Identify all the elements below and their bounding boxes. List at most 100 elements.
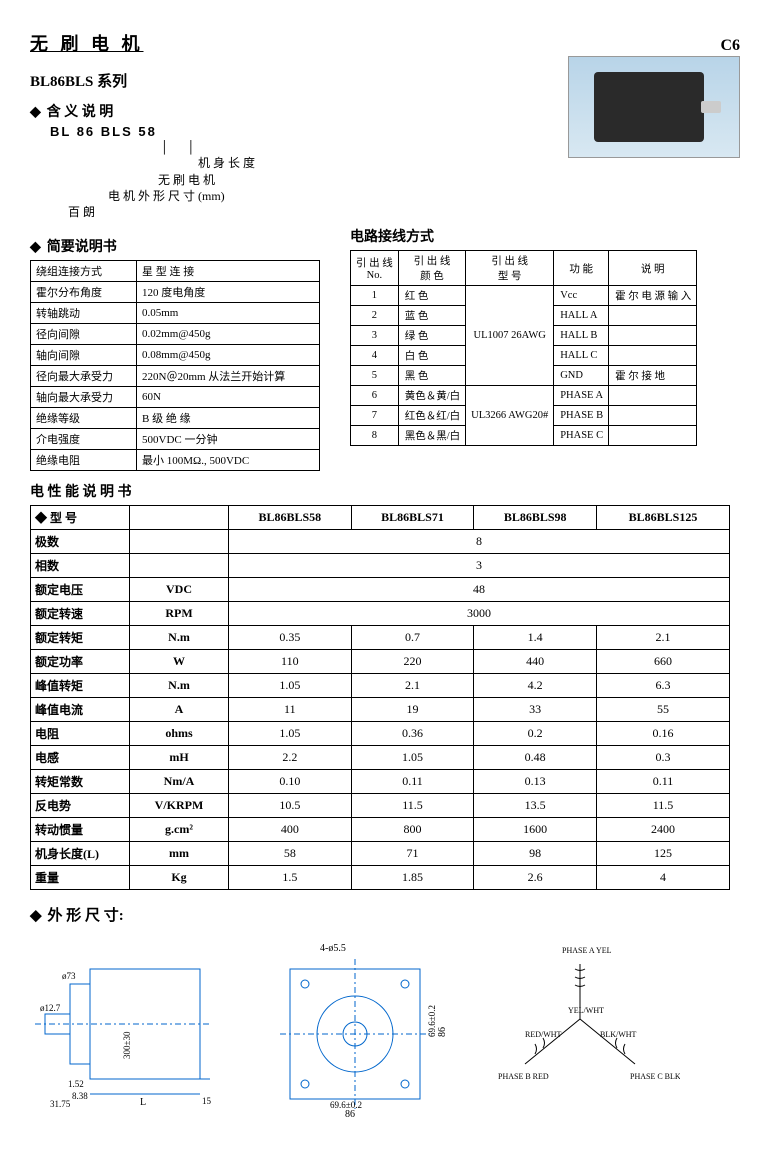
perf-val: 33	[474, 698, 597, 722]
perf-val: 0.2	[474, 722, 597, 746]
wiring-table: 引 出 线 No.引 出 线 颜 色引 出 线 型 号功 能说 明1红 色UL1…	[350, 250, 697, 446]
perf-unit: N.m	[130, 674, 229, 698]
dimension-drawings: ø12.7 ø73 1.52 8.38 31.75 L 15 300±30 4-…	[30, 939, 740, 1119]
brief-key: 绝缘等级	[31, 408, 137, 429]
perf-label: 峰值转矩	[31, 674, 130, 698]
perf-val: 0.35	[229, 626, 352, 650]
perf-val: 2.1	[597, 626, 730, 650]
brief-heading: 简要说明书	[30, 236, 320, 256]
brief-table: 绕组连接方式星 型 连 接霍尔分布角度120 度电角度转轴跳动0.05mm径向间…	[30, 260, 320, 471]
wire-color: 黄色＆黄/白	[398, 386, 465, 406]
perf-unit: V/KRPM	[130, 794, 229, 818]
perf-table: ◆ 型 号BL86BLS58BL86BLS71BL86BLS98BL86BLS1…	[30, 505, 730, 890]
model-label: ◆ 型 号	[31, 506, 130, 530]
svg-text:69.6±0.2: 69.6±0.2	[427, 1005, 437, 1037]
wiring-head: 功 能	[554, 251, 609, 286]
wire-func: Vcc	[554, 286, 609, 306]
wire-note: 霍 尔 电 源 输 入	[609, 286, 697, 306]
wire-note: 霍 尔 接 地	[609, 366, 697, 386]
wire-color: 蓝 色	[398, 306, 465, 326]
wire-func: PHASE B	[554, 406, 609, 426]
wire-note	[609, 306, 697, 326]
svg-text:8.38: 8.38	[72, 1091, 88, 1101]
brief-key: 径向最大承受力	[31, 366, 137, 387]
perf-val: 1.5	[229, 866, 352, 890]
wire-func: HALL A	[554, 306, 609, 326]
wire-no: 6	[351, 386, 399, 406]
perf-val: 4.2	[474, 674, 597, 698]
perf-unit: g.cm²	[130, 818, 229, 842]
perf-val: 800	[351, 818, 474, 842]
wiring-head: 说 明	[609, 251, 697, 286]
perf-val: 2400	[597, 818, 730, 842]
wire-func: PHASE C	[554, 426, 609, 446]
perf-val: 48	[229, 578, 730, 602]
perf-val: 110	[229, 650, 352, 674]
wire-no: 5	[351, 366, 399, 386]
wire-color: 红 色	[398, 286, 465, 306]
perf-val: 0.3	[597, 746, 730, 770]
wiring-head: 引 出 线 颜 色	[398, 251, 465, 286]
wire-note	[609, 406, 697, 426]
brief-key: 轴向最大承受力	[31, 387, 137, 408]
wire-color: 黑 色	[398, 366, 465, 386]
perf-val: 55	[597, 698, 730, 722]
perf-val: 0.7	[351, 626, 474, 650]
svg-text:YEL/WHT: YEL/WHT	[568, 1006, 604, 1015]
perf-val: 660	[597, 650, 730, 674]
perf-val: 3	[229, 554, 730, 578]
wire-color: 红色＆红/白	[398, 406, 465, 426]
wire-no: 1	[351, 286, 399, 306]
brief-val: 220N＠20mm 从法兰开始计算	[137, 366, 320, 387]
naming-tree: │ │ 机 身 长 度 无 刷 电 机 电 机 外 形 尺 寸 (mm) 百 朗	[50, 139, 548, 220]
model-col: BL86BLS125	[597, 506, 730, 530]
perf-val: 220	[351, 650, 474, 674]
perf-val: 0.11	[351, 770, 474, 794]
svg-text:300±30: 300±30	[122, 1031, 132, 1059]
perf-label: 电感	[31, 746, 130, 770]
perf-label: 额定功率	[31, 650, 130, 674]
svg-text:L: L	[140, 1097, 146, 1108]
wire-func: PHASE A	[554, 386, 609, 406]
perf-val: 4	[597, 866, 730, 890]
perf-label: 转矩常数	[31, 770, 130, 794]
perf-label: 机身长度(L)	[31, 842, 130, 866]
wire-func: HALL B	[554, 326, 609, 346]
perf-unit	[130, 554, 229, 578]
naming-code: BL 86 BLS 58	[50, 125, 548, 139]
perf-val: 3000	[229, 602, 730, 626]
brief-val: 500VDC 一分钟	[137, 429, 320, 450]
svg-text:15: 15	[202, 1096, 212, 1106]
perf-unit: mm	[130, 842, 229, 866]
perf-val: 1600	[474, 818, 597, 842]
page-code: C6	[720, 37, 740, 55]
svg-text:PHASE B RED: PHASE B RED	[498, 1072, 549, 1081]
perf-val: 11.5	[597, 794, 730, 818]
svg-text:PHASE C BLK: PHASE C BLK	[630, 1072, 680, 1081]
perf-val: 1.05	[229, 674, 352, 698]
wire-note	[609, 386, 697, 406]
wire-no: 7	[351, 406, 399, 426]
perf-unit: W	[130, 650, 229, 674]
perf-unit: Nm/A	[130, 770, 229, 794]
brief-val: 星 型 连 接	[137, 261, 320, 282]
perf-val: 2.6	[474, 866, 597, 890]
series-title: BL86BLS 系列	[30, 70, 548, 91]
perf-val: 0.16	[597, 722, 730, 746]
svg-text:PHASE A YEL: PHASE A YEL	[562, 946, 612, 955]
wire-note	[609, 426, 697, 446]
brief-key: 霍尔分布角度	[31, 282, 137, 303]
perf-label: 额定转速	[31, 602, 130, 626]
doc-title: 无 刷 电 机	[30, 30, 144, 56]
perf-label: 额定电压	[31, 578, 130, 602]
perf-val: 2.2	[229, 746, 352, 770]
perf-val: 19	[351, 698, 474, 722]
svg-text:69.6±0.2: 69.6±0.2	[330, 1100, 362, 1110]
perf-val: 125	[597, 842, 730, 866]
perf-val: 1.4	[474, 626, 597, 650]
model-col: BL86BLS98	[474, 506, 597, 530]
perf-unit: A	[130, 698, 229, 722]
model-col: BL86BLS58	[229, 506, 352, 530]
wire-color: 白 色	[398, 346, 465, 366]
perf-val: 0.13	[474, 770, 597, 794]
